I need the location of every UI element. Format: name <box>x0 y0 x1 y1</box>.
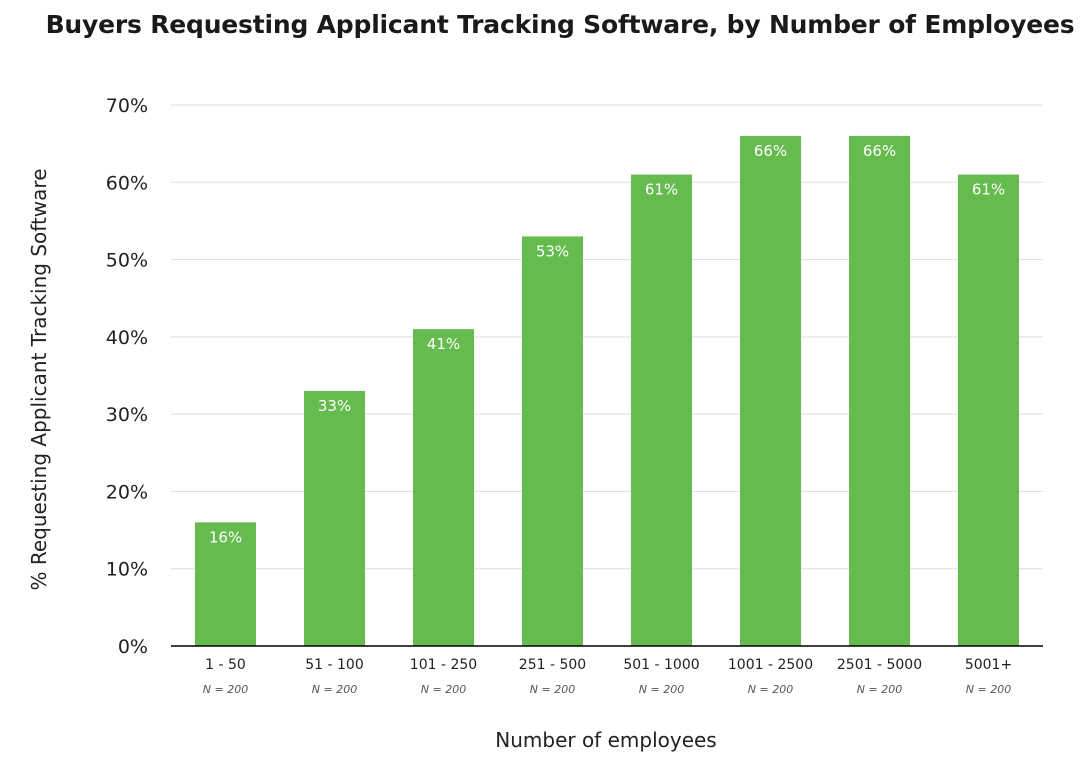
x-tick-label: 501 - 1000 <box>623 657 699 673</box>
x-tick-label: 251 - 500 <box>519 657 586 673</box>
gridlines <box>171 104 1043 570</box>
x-axis-ticks: 1 - 50 N = 200 51 - 100 N = 200 101 - 250 N =… <box>203 657 1012 696</box>
bar <box>958 174 1019 647</box>
sample-size-label: N = 200 <box>639 683 684 696</box>
y-tick-label: 70% <box>106 95 148 117</box>
x-axis-title: Number of employees <box>495 728 716 752</box>
bar <box>849 135 910 646</box>
y-tick-label: 30% <box>106 404 148 426</box>
y-tick-label: 40% <box>106 327 148 349</box>
bar-value-label: 61% <box>645 181 678 199</box>
bar-value-label: 41% <box>427 335 460 353</box>
bar-value-label: 33% <box>318 397 351 415</box>
bar-value-label: 66% <box>754 142 787 160</box>
data-labels: 16% 33% 41% 53% 61% 66% 66% 61% <box>209 142 1005 546</box>
sample-size-label: N = 200 <box>857 683 902 696</box>
bar <box>304 390 365 646</box>
bars <box>195 135 1019 647</box>
y-axis-title: % Requesting Applicant Tracking Software <box>27 169 51 591</box>
x-tick-label: 1001 - 2500 <box>728 657 813 673</box>
sample-size-label: N = 200 <box>203 683 248 696</box>
x-tick-label: 5001+ <box>965 657 1012 673</box>
x-tick-label: 1 - 50 <box>205 657 246 673</box>
y-tick-label: 0% <box>118 636 148 658</box>
sample-size-label: N = 200 <box>530 683 575 696</box>
y-tick-label: 20% <box>106 481 148 503</box>
bar-value-label: 53% <box>536 242 569 260</box>
y-axis-ticks: 0% 10% 20% 30% 40% 50% 60% 70% <box>106 95 148 658</box>
sample-size-label: N = 200 <box>421 683 466 696</box>
bar-value-label: 61% <box>972 181 1005 199</box>
bar <box>631 174 692 647</box>
chart-title: Buyers Requesting Applicant Tracking Sof… <box>45 10 1075 39</box>
y-tick-label: 10% <box>106 559 148 581</box>
y-tick-label: 50% <box>106 250 148 272</box>
bar <box>195 522 256 646</box>
x-tick-label: 51 - 100 <box>305 657 364 673</box>
bar-value-label: 66% <box>863 142 896 160</box>
sample-size-label: N = 200 <box>966 683 1011 696</box>
bar <box>522 236 583 646</box>
bar <box>413 329 474 646</box>
x-tick-label: 2501 - 5000 <box>837 657 922 673</box>
sample-size-label: N = 200 <box>748 683 793 696</box>
bar-value-label: 16% <box>209 528 242 546</box>
bar <box>740 135 801 646</box>
x-tick-label: 101 - 250 <box>410 657 477 673</box>
y-tick-label: 60% <box>106 172 148 194</box>
sample-size-label: N = 200 <box>312 683 357 696</box>
